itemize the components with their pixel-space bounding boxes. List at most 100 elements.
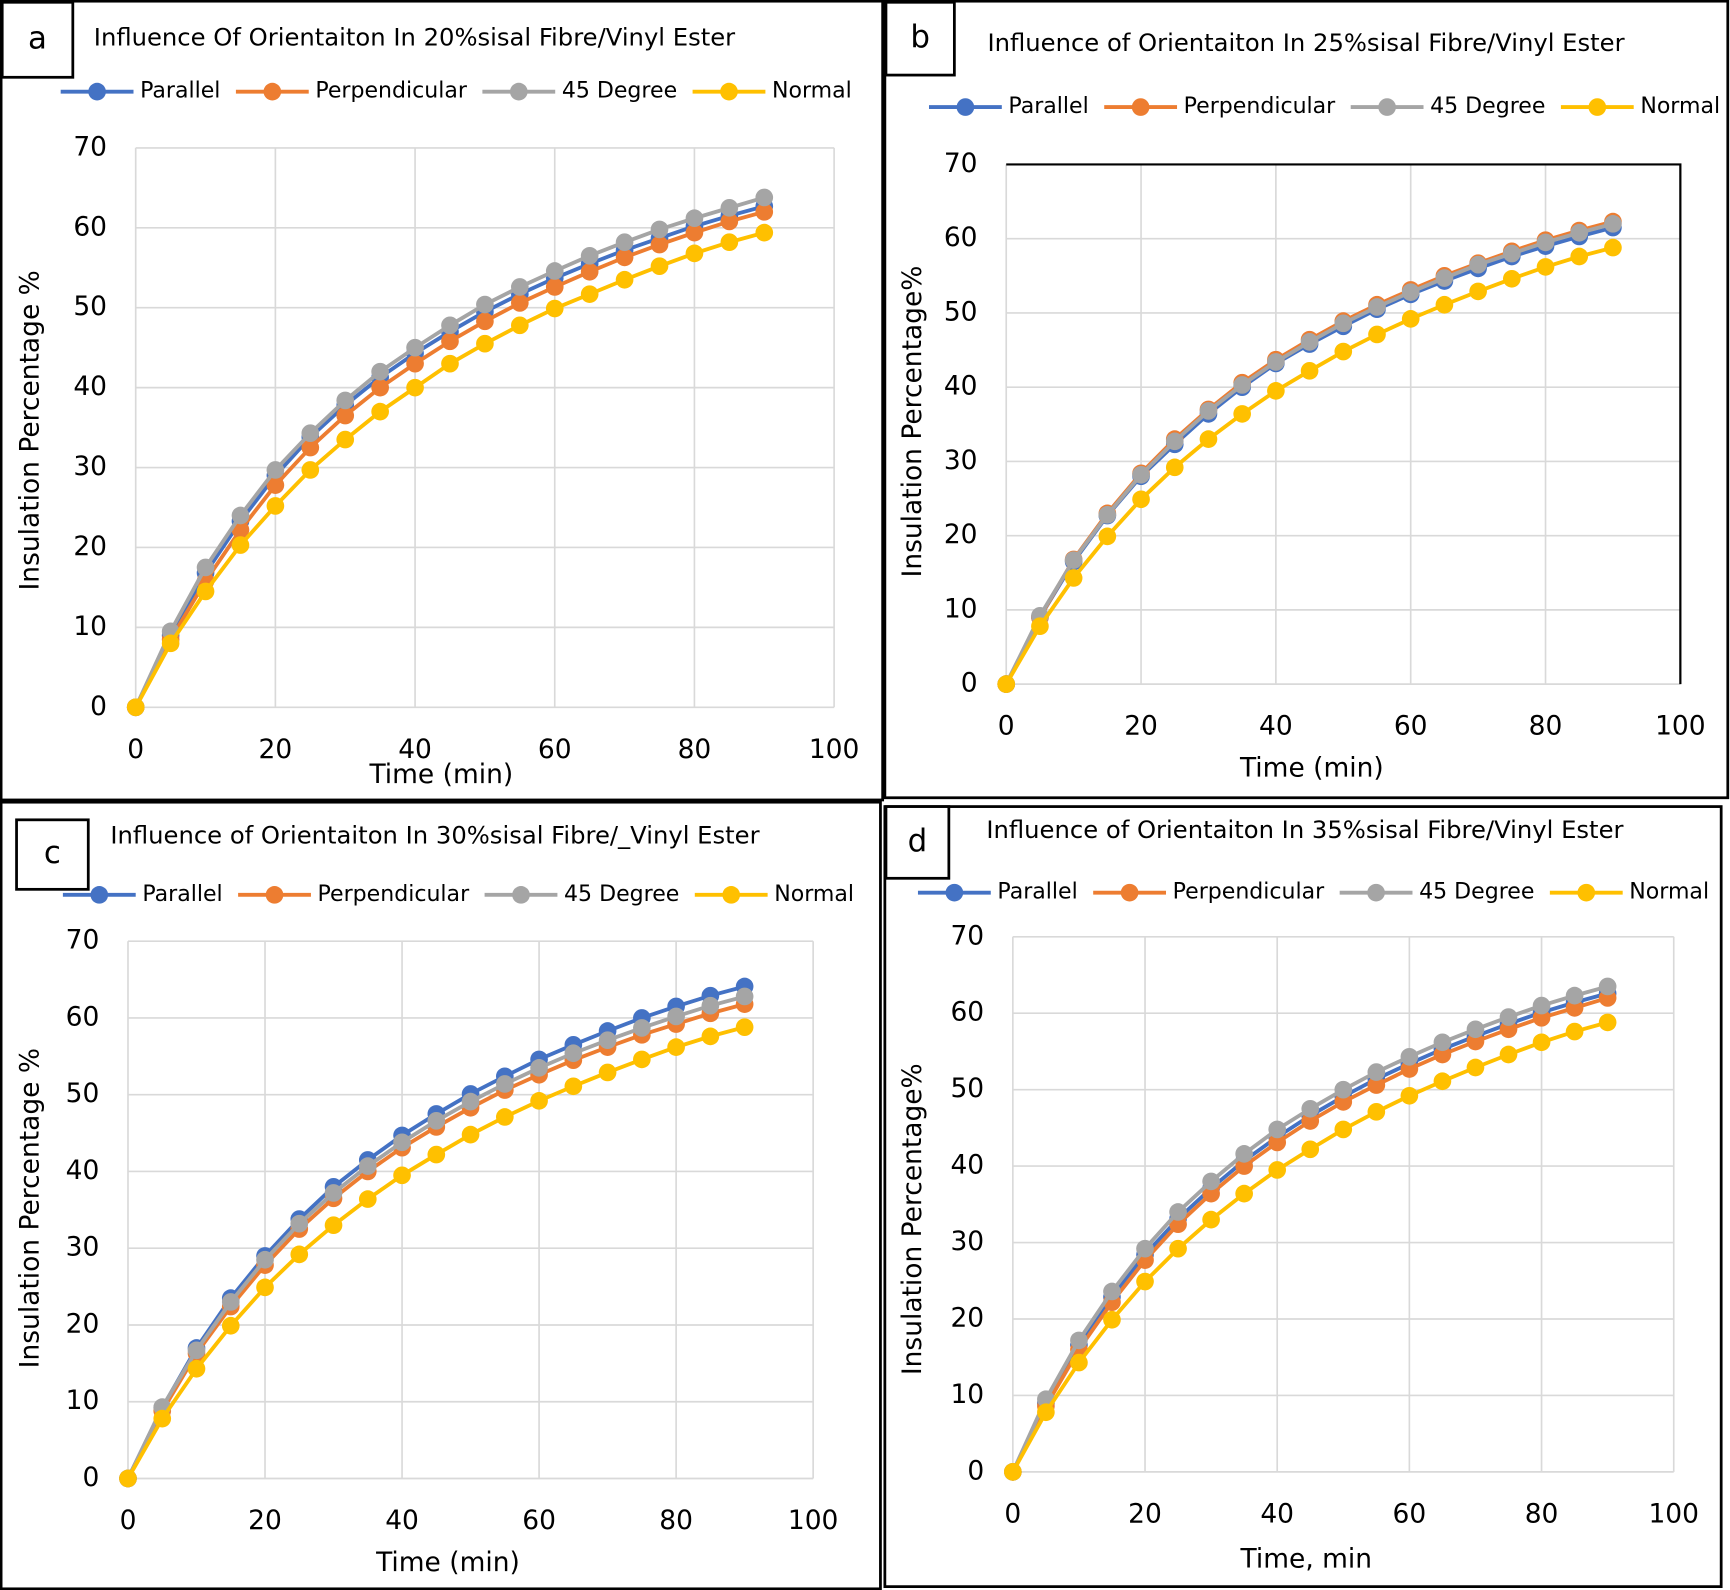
x-tick-label: 60 — [522, 1505, 556, 1536]
y-axis-label: Insulation Percentage % — [14, 270, 45, 590]
x-tick-label: 100 — [788, 1505, 839, 1536]
point — [650, 257, 669, 276]
point — [1202, 1210, 1220, 1229]
x-axis-label: Time (min) — [375, 1547, 520, 1578]
point — [358, 1157, 377, 1175]
series-line — [1004, 221, 1614, 685]
point — [1367, 1063, 1386, 1081]
point — [615, 270, 634, 289]
panel-border — [883, 0, 1730, 800]
point — [231, 506, 250, 525]
point — [545, 278, 564, 296]
legend-marker — [1367, 883, 1385, 902]
point — [1098, 506, 1117, 524]
y-tick-label: 20 — [950, 1302, 984, 1333]
point — [196, 582, 215, 601]
point — [667, 1038, 685, 1056]
y-tick-label: 40 — [73, 371, 107, 402]
x-tick-label: 80 — [659, 1505, 693, 1536]
point — [1469, 255, 1487, 274]
point — [1301, 1099, 1320, 1118]
point — [735, 1018, 754, 1036]
point — [1202, 1172, 1220, 1191]
y-tick-label: 0 — [967, 1455, 984, 1486]
x-tick-label: 40 — [1259, 711, 1293, 742]
x-tick-label: 80 — [678, 734, 712, 765]
x-tick-label: 40 — [398, 734, 432, 765]
panel-letter: d — [908, 823, 928, 859]
point — [1532, 1033, 1551, 1052]
point — [511, 316, 529, 335]
series-line — [1011, 991, 1609, 1473]
legend-label: 45 Degree — [1430, 94, 1545, 119]
x-tick-label: 60 — [1393, 1498, 1427, 1529]
point — [1267, 353, 1285, 371]
legend-marker — [722, 886, 741, 904]
point — [545, 299, 564, 318]
point — [1334, 342, 1353, 361]
panel-letter-box — [0, 0, 75, 79]
series-line — [134, 230, 765, 709]
point — [221, 1316, 240, 1335]
point — [564, 1077, 583, 1096]
y-tick-label: 20 — [944, 519, 978, 550]
x-tick-label: 80 — [1529, 711, 1563, 742]
point — [393, 1133, 411, 1152]
point — [336, 391, 355, 410]
series-line — [126, 1002, 746, 1480]
chart-title: Influence of Orientaiton In 35%sisal Fib… — [986, 815, 1623, 844]
point — [1202, 1184, 1220, 1203]
series-line — [126, 984, 746, 1480]
point — [1136, 1272, 1154, 1291]
point — [231, 536, 250, 554]
chart-title: Influence of Orientaiton In 30%sisal Fib… — [110, 820, 759, 849]
y-tick-label: 60 — [950, 997, 984, 1028]
point — [1466, 1032, 1485, 1051]
legend-marker — [720, 82, 738, 101]
point — [1169, 1215, 1187, 1234]
legend-label: Perpendicular — [1173, 880, 1326, 905]
point — [1064, 551, 1083, 569]
legend-marker — [265, 886, 284, 904]
point — [1466, 1058, 1485, 1077]
point — [427, 1111, 446, 1130]
legend-marker — [956, 98, 975, 116]
point — [290, 1245, 309, 1264]
y-tick-label: 70 — [73, 131, 107, 162]
y-tick-label: 30 — [944, 445, 978, 476]
point — [511, 278, 529, 296]
point — [1103, 1282, 1121, 1301]
point — [221, 1293, 240, 1311]
point — [1469, 282, 1487, 301]
point — [1064, 569, 1083, 587]
point — [1435, 269, 1454, 287]
point — [1334, 314, 1353, 333]
point — [1103, 1310, 1121, 1329]
legend-marker — [512, 886, 530, 904]
point — [119, 1469, 137, 1488]
panel-letter: c — [44, 835, 61, 871]
y-axis-label: Insulation Percentage % — [14, 1048, 45, 1368]
point — [685, 244, 704, 263]
point — [1070, 1331, 1088, 1350]
panel-border — [0, 800, 882, 1590]
point — [598, 1031, 617, 1050]
legend-label: Parallel — [997, 880, 1077, 905]
x-tick-label: 0 — [1004, 1498, 1021, 1529]
point — [1031, 617, 1049, 636]
point — [153, 1409, 172, 1428]
point — [256, 1250, 274, 1269]
series-line — [133, 195, 765, 709]
point — [1499, 1045, 1518, 1064]
point — [196, 558, 215, 577]
panel-letter: a — [28, 20, 47, 56]
point — [406, 338, 424, 357]
x-tick-label: 40 — [385, 1505, 419, 1536]
point — [580, 285, 599, 303]
point — [187, 1359, 206, 1378]
x-tick-label: 0 — [127, 734, 144, 765]
point — [545, 262, 564, 280]
y-tick-label: 30 — [950, 1226, 984, 1257]
point — [1401, 283, 1420, 301]
